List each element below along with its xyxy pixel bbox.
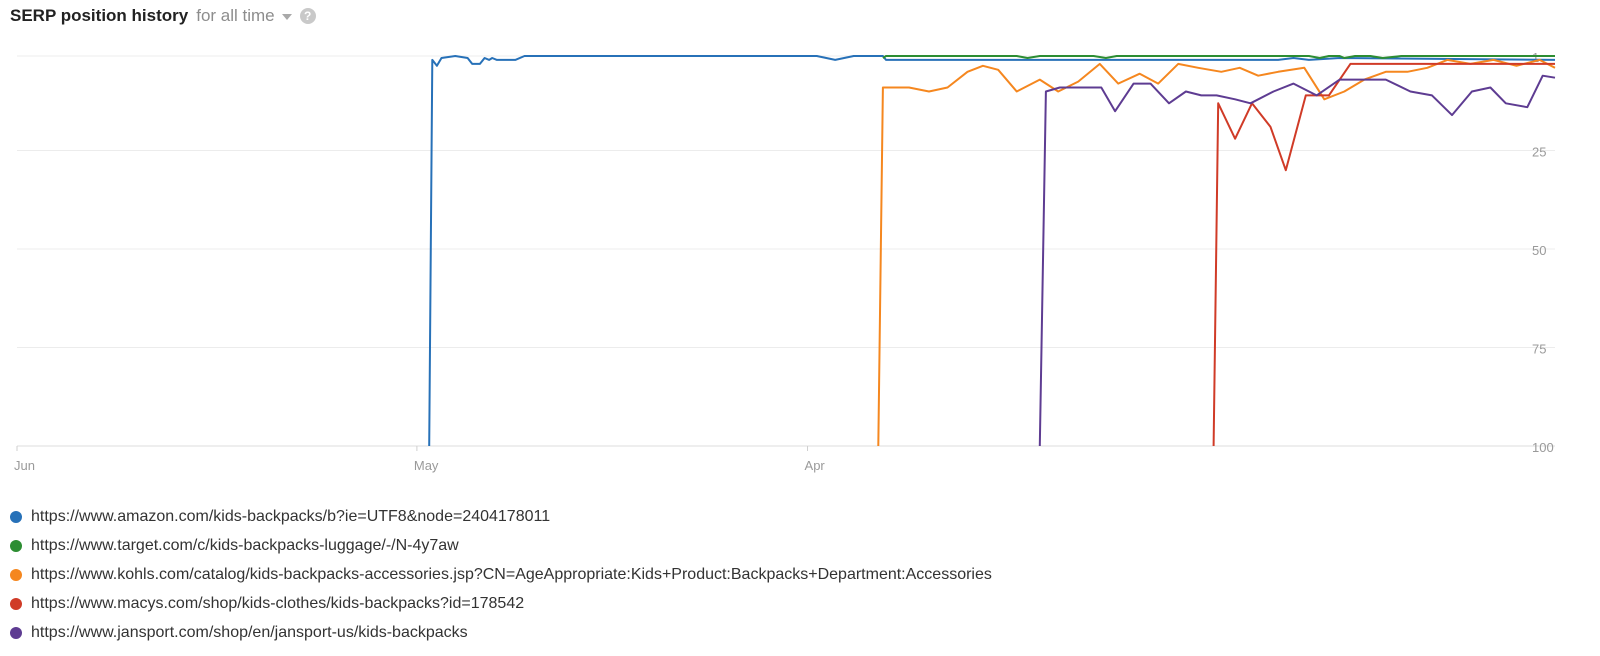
series-line-1 xyxy=(428,55,1556,447)
legend-dot-icon xyxy=(10,626,22,639)
legend-dot-icon xyxy=(10,539,22,552)
legend-item[interactable]: https://www.kohls.com/catalog/kids-backp… xyxy=(10,560,992,589)
legend-label: https://www.macys.com/shop/kids-clothes/… xyxy=(31,594,525,612)
y-tick-label: 75 xyxy=(1532,342,1546,357)
series-line-2 xyxy=(882,55,1555,59)
grid-lines xyxy=(17,55,1555,447)
x-tick-label: May xyxy=(414,458,439,473)
y-tick-label: 50 xyxy=(1532,243,1546,258)
legend-item[interactable]: https://www.jansport.com/shop/en/janspor… xyxy=(10,618,992,647)
x-axis-ticks: Jun May Apr xyxy=(14,446,825,473)
y-axis-ticks: 1 25 50 75 100 xyxy=(1532,50,1554,455)
series-lines xyxy=(428,55,1556,447)
caret-down-icon xyxy=(281,14,292,20)
serp-position-chart: 1 25 50 75 100 Jun May Apr xyxy=(14,50,1556,473)
chart-title: SERP position history xyxy=(10,6,189,25)
y-tick-label: 1 xyxy=(1532,50,1539,65)
legend-dot-icon xyxy=(10,597,22,610)
series-line-4 xyxy=(1212,62,1555,447)
x-tick-label: Apr xyxy=(805,458,826,473)
series-line-5 xyxy=(1038,74,1556,447)
legend-item[interactable]: https://www.macys.com/shop/kids-clothes/… xyxy=(10,589,992,618)
legend-item[interactable]: https://www.target.com/c/kids-backpacks-… xyxy=(10,531,992,560)
legend-label: https://www.target.com/c/kids-backpacks-… xyxy=(31,536,459,554)
y-tick-label: 25 xyxy=(1532,145,1546,160)
time-range-label: for all time xyxy=(196,6,275,25)
series-line-3 xyxy=(877,58,1556,447)
legend-item[interactable]: https://www.amazon.com/kids-backpacks/b?… xyxy=(10,502,992,531)
chart-legend: https://www.amazon.com/kids-backpacks/b?… xyxy=(10,502,992,647)
y-tick-label: 100 xyxy=(1532,440,1554,455)
help-icon[interactable]: ? xyxy=(299,8,316,24)
x-tick-label: Jun xyxy=(14,458,35,473)
legend-dot-icon xyxy=(10,568,22,581)
legend-label: https://www.kohls.com/catalog/kids-backp… xyxy=(31,565,992,583)
time-range-dropdown[interactable]: for all time xyxy=(196,6,292,26)
legend-dot-icon xyxy=(10,510,22,523)
legend-label: https://www.amazon.com/kids-backpacks/b?… xyxy=(31,507,551,525)
legend-label: https://www.jansport.com/shop/en/janspor… xyxy=(31,623,468,641)
chart-header: SERP position history for all time ? xyxy=(10,4,316,28)
